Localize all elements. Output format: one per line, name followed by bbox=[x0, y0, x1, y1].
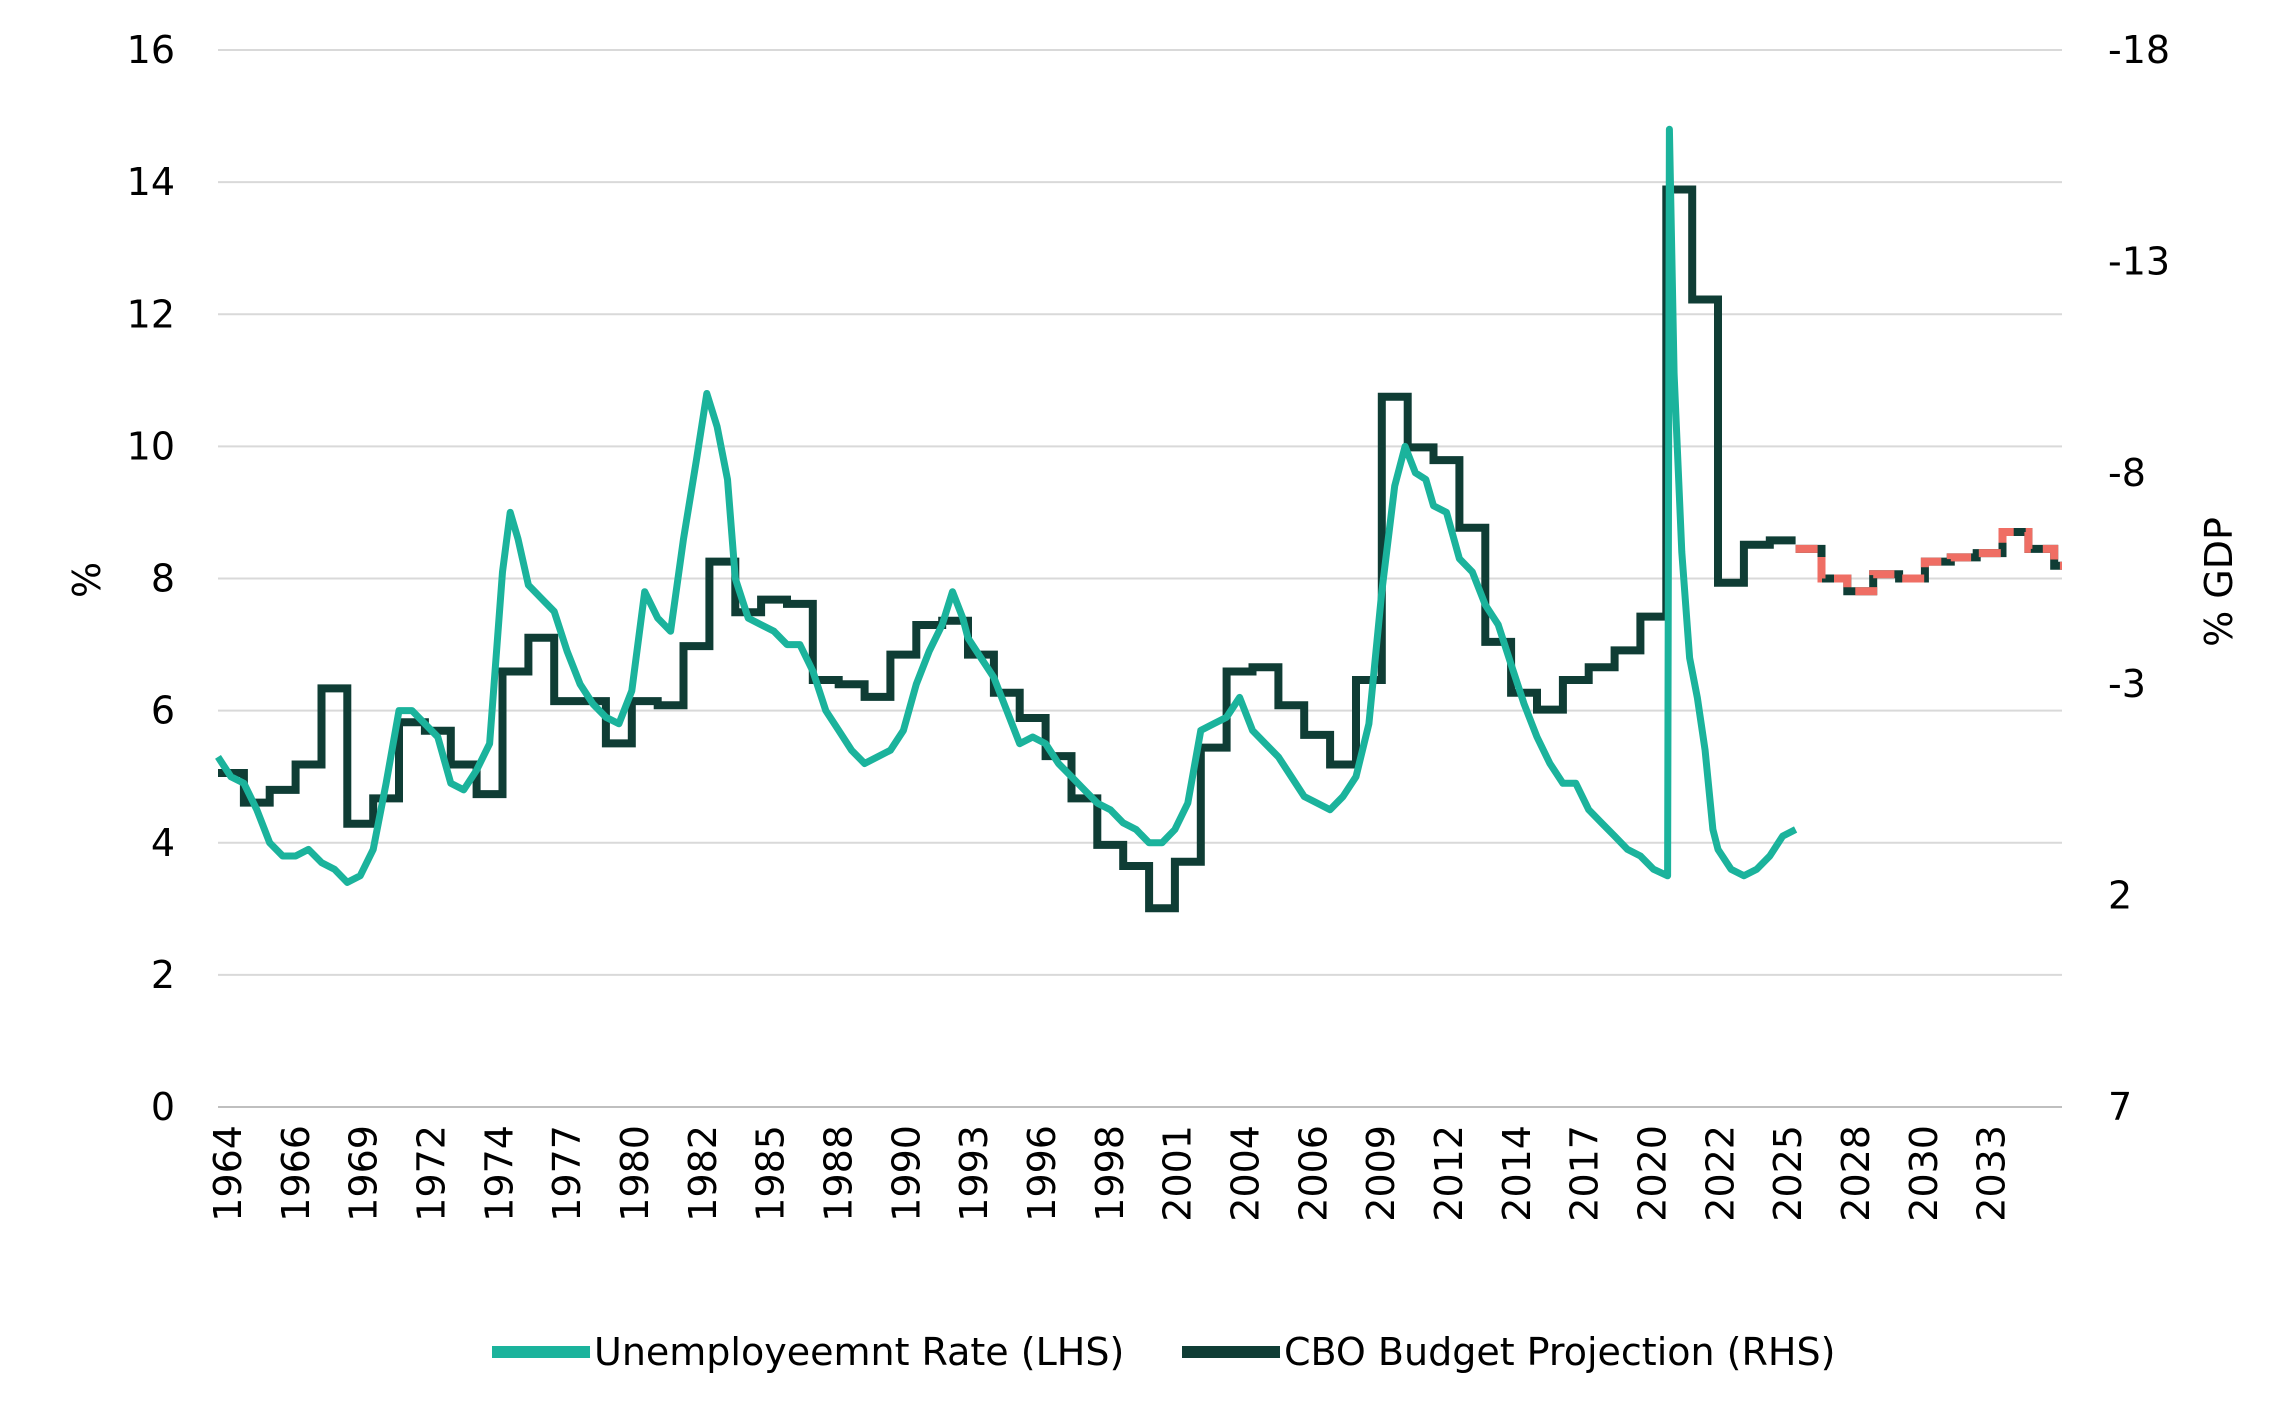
y-left-tick-label: 0 bbox=[151, 1085, 175, 1129]
x-tick-label: 2001 bbox=[1156, 1125, 1200, 1222]
x-tick-label: 1974 bbox=[477, 1125, 521, 1222]
x-tick-label: 1998 bbox=[1088, 1125, 1132, 1222]
x-tick-label: 1966 bbox=[274, 1125, 318, 1222]
x-tick-label: 1964 bbox=[206, 1125, 250, 1222]
y-left-tick-label: 8 bbox=[151, 557, 175, 601]
x-tick-label: 2022 bbox=[1698, 1125, 1742, 1222]
x-tick-label: 2009 bbox=[1359, 1125, 1403, 1222]
x-tick-label: 2020 bbox=[1630, 1125, 1674, 1222]
x-tick-label: 1988 bbox=[816, 1125, 860, 1222]
y-right-tick-label: -8 bbox=[2108, 451, 2146, 495]
x-tick-label: 2012 bbox=[1427, 1125, 1471, 1222]
x-tick-label: 1993 bbox=[952, 1125, 996, 1222]
y-left-tick-label: 12 bbox=[127, 292, 175, 336]
y-axis-left-label: % bbox=[65, 562, 109, 598]
x-tick-label: 1980 bbox=[613, 1125, 657, 1222]
y-right-tick-label: -13 bbox=[2108, 239, 2170, 283]
y-left-tick-label: 16 bbox=[127, 28, 175, 72]
cbo-budget-line bbox=[218, 185, 1796, 913]
x-tick-label: 2014 bbox=[1495, 1125, 1539, 1222]
x-tick-label: 1985 bbox=[749, 1125, 793, 1222]
y-right-tick-label: 7 bbox=[2108, 1085, 2132, 1129]
y-axis-right-label: % GDP bbox=[2197, 517, 2241, 647]
left-axis-ticks: 0 2 4 6 8 10 12 14 16 bbox=[127, 28, 175, 1129]
x-tick-label: 1996 bbox=[1020, 1125, 1064, 1222]
y-left-tick-label: 4 bbox=[151, 821, 175, 865]
x-tick-label: 1982 bbox=[681, 1125, 725, 1222]
x-tick-label: 1972 bbox=[409, 1125, 453, 1222]
legend-label-unemployment: Unemployeemnt Rate (LHS) bbox=[594, 1330, 1124, 1374]
x-tick-label: 2030 bbox=[1902, 1125, 1946, 1222]
x-tick-label: 1977 bbox=[545, 1125, 589, 1222]
y-left-tick-label: 6 bbox=[151, 689, 175, 733]
legend-label-cbo-budget: CBO Budget Projection (RHS) bbox=[1284, 1330, 1835, 1374]
right-axis-ticks: -18 -13 -8 -3 2 7 bbox=[2108, 28, 2170, 1129]
unemployment-line bbox=[215, 125, 1798, 886]
series-lines bbox=[215, 125, 2062, 913]
legend: Unemployeemnt Rate (LHS) CBO Budget Proj… bbox=[492, 1330, 1835, 1374]
x-tick-label: 2033 bbox=[1970, 1125, 2014, 1222]
y-right-tick-label: -3 bbox=[2108, 662, 2146, 706]
y-right-tick-label: -18 bbox=[2108, 28, 2170, 72]
y-left-tick-label: 10 bbox=[127, 424, 175, 468]
x-tick-label: 2017 bbox=[1563, 1125, 1607, 1222]
x-tick-label: 2025 bbox=[1766, 1125, 1810, 1222]
x-tick-label: 1990 bbox=[884, 1125, 928, 1222]
y-left-tick-label: 14 bbox=[127, 160, 175, 204]
x-tick-label: 2006 bbox=[1291, 1125, 1335, 1222]
y-right-tick-label: 2 bbox=[2108, 874, 2132, 918]
cbo-projection-dashed bbox=[1795, 528, 2062, 596]
x-tick-label: 2004 bbox=[1223, 1125, 1267, 1222]
x-tick-label: 2028 bbox=[1834, 1125, 1878, 1222]
x-tick-label: 1969 bbox=[342, 1125, 386, 1222]
y-left-tick-label: 2 bbox=[151, 953, 175, 997]
x-axis-ticks: 1964 1966 1969 1972 1974 1977 1980 1982 1985 1988… bbox=[206, 1125, 2014, 1222]
